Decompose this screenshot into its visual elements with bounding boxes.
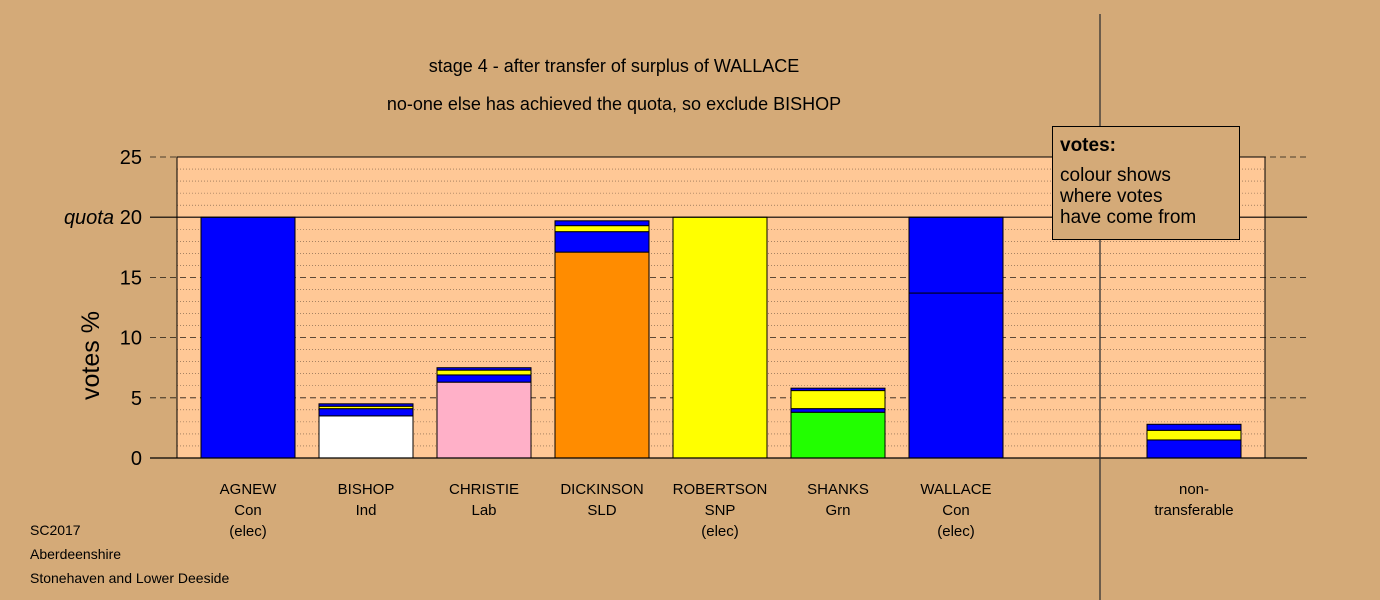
category-label: Lab — [471, 502, 496, 519]
category-label: (elec) — [937, 523, 975, 540]
bar-segment — [790, 390, 886, 410]
y-tick-label: 10 — [120, 328, 142, 350]
bar-segment — [436, 369, 532, 376]
footer-election: SC2017 — [30, 522, 81, 538]
quota-label: quota — [64, 207, 114, 229]
bar-segment — [790, 387, 886, 392]
bar-segment — [672, 216, 768, 459]
bar-segment — [318, 408, 414, 417]
category-label: CHRISTIE — [449, 481, 519, 498]
category-label: SHANKS — [807, 481, 869, 498]
category-label: Grn — [825, 502, 850, 519]
bar-segment — [554, 251, 650, 459]
bar-segment — [436, 381, 532, 459]
bar-segment — [554, 225, 650, 233]
category-label: WALLACE — [920, 481, 991, 498]
category-label: non- — [1179, 481, 1209, 498]
bar-segment — [318, 415, 414, 459]
category-label: (elec) — [701, 523, 739, 540]
footer-council: Aberdeenshire — [30, 546, 122, 562]
category-label: SLD — [587, 502, 616, 519]
bar-segment — [436, 374, 532, 383]
category-label: Con — [942, 502, 970, 519]
y-tick-label: 0 — [131, 448, 142, 470]
y-tick-label: 20 — [120, 207, 142, 229]
category-label: ROBERTSON — [673, 481, 768, 498]
bar-segment — [554, 220, 650, 227]
y-axis-title: votes % — [77, 311, 105, 400]
chart-subtitle: no-one else has achieved the quota, so e… — [387, 94, 841, 114]
chart-title: stage 4 - after transfer of surplus of W… — [429, 56, 800, 76]
footer-ward: Stonehaven and Lower Deeside — [30, 570, 230, 586]
bar-segment — [908, 292, 1004, 459]
legend-title: votes: — [1060, 135, 1116, 156]
category-label: (elec) — [229, 523, 267, 540]
legend-line-3: have come from — [1060, 207, 1197, 228]
bar-segment — [318, 403, 414, 407]
bar-segment — [436, 367, 532, 371]
category-label: Ind — [356, 502, 377, 519]
category-label: SNP — [705, 502, 736, 519]
bar-segment — [1146, 439, 1242, 459]
bar-segment — [1146, 423, 1242, 431]
category-label: BISHOP — [338, 481, 395, 498]
legend-box: votes: colour shows where votes have com… — [1052, 126, 1240, 240]
y-tick-label: 15 — [120, 267, 142, 289]
legend-line-2: where votes — [1060, 186, 1163, 207]
legend-line-1: colour shows — [1060, 165, 1171, 186]
bar-segment — [200, 216, 296, 459]
bar-segment — [790, 408, 886, 413]
category-label: AGNEW — [220, 481, 278, 498]
bar-segment — [554, 231, 650, 253]
category-label: Con — [234, 502, 262, 519]
category-label: DICKINSON — [560, 481, 643, 498]
y-tick-label: 5 — [131, 388, 142, 410]
bar-segment — [1146, 429, 1242, 441]
y-tick-label: 25 — [120, 147, 142, 169]
bar-segment — [908, 216, 1004, 294]
category-label: transferable — [1154, 502, 1233, 519]
bar-segment — [790, 411, 886, 459]
